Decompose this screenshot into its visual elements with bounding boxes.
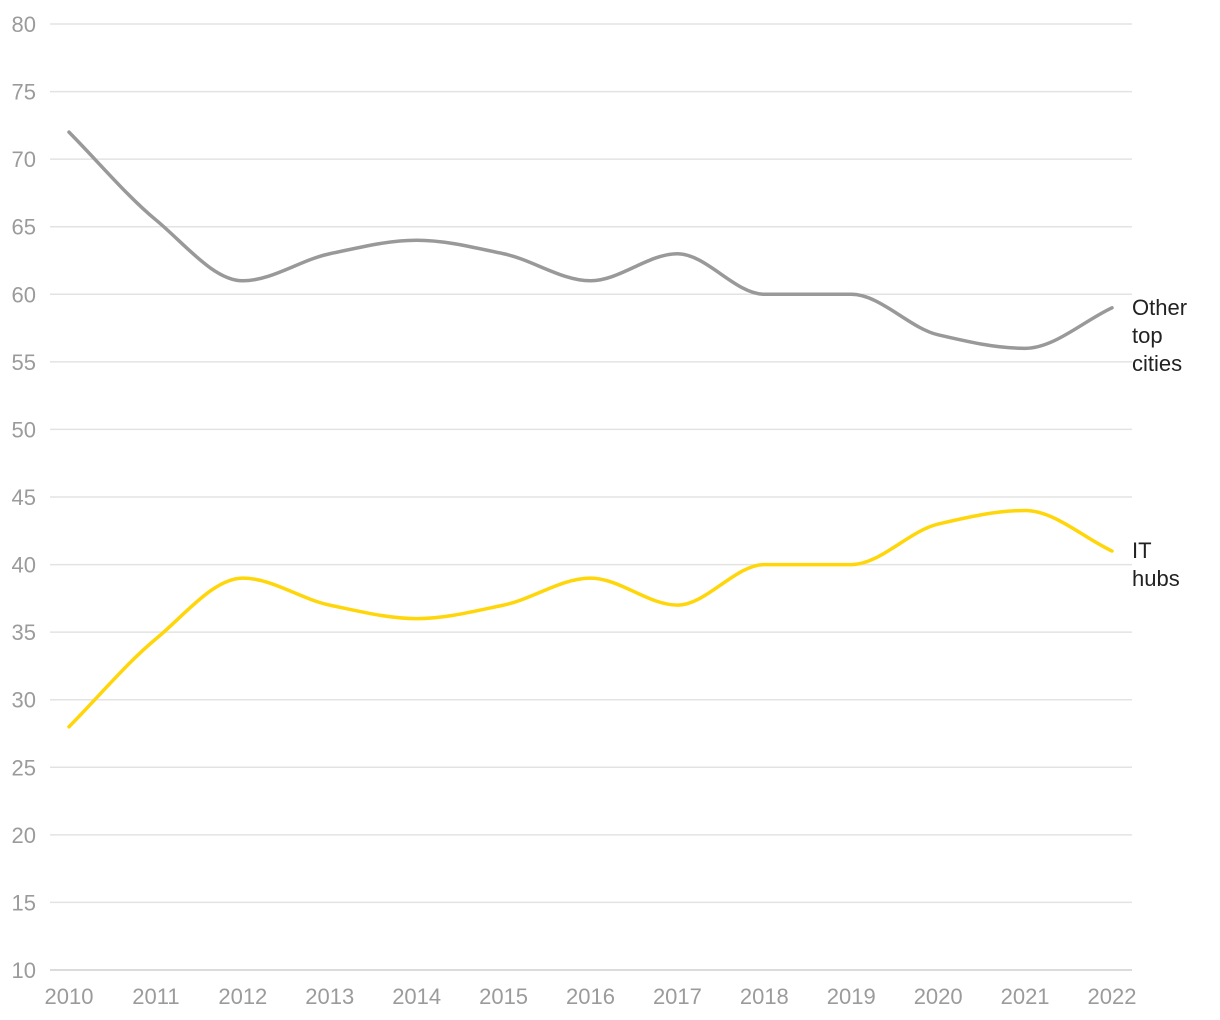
x-tick-label: 2014 xyxy=(392,984,441,1009)
series-label-other-top-cities: Other top cities xyxy=(1132,295,1187,376)
series-label-line: top xyxy=(1132,323,1163,348)
grid xyxy=(50,23,1132,971)
series-line-other-top-cities xyxy=(67,130,1114,351)
y-tick-label: 80 xyxy=(12,12,36,37)
x-tick-label: 2019 xyxy=(827,984,876,1009)
y-tick-label: 35 xyxy=(12,620,36,645)
series-labels: Other top cities IT hubs xyxy=(1132,295,1187,591)
series-label-line: hubs xyxy=(1132,566,1180,591)
x-tick-label: 2011 xyxy=(132,984,179,1009)
y-tick-label: 70 xyxy=(12,147,36,172)
y-tick-label: 40 xyxy=(12,553,36,578)
y-tick-label: 50 xyxy=(12,417,36,442)
y-tick-label: 60 xyxy=(12,282,36,307)
x-tick-label: 2013 xyxy=(305,984,354,1009)
series-label-it-hubs: IT hubs xyxy=(1132,538,1180,591)
x-tick-label: 2015 xyxy=(479,984,528,1009)
y-tick-label: 15 xyxy=(12,890,36,915)
series-label-line: cities xyxy=(1132,351,1182,376)
y-tick-label: 25 xyxy=(12,755,36,780)
x-tick-label: 2012 xyxy=(218,984,267,1009)
x-tick-label: 2021 xyxy=(1001,984,1050,1009)
y-tick-label: 75 xyxy=(12,80,36,105)
series-label-line: IT xyxy=(1132,538,1152,563)
x-tick-label: 2016 xyxy=(566,984,615,1009)
x-tick-label: 2022 xyxy=(1088,984,1137,1009)
x-tick-label: 2017 xyxy=(653,984,702,1009)
series-label-line: Other xyxy=(1132,295,1187,320)
x-tick-label: 2020 xyxy=(914,984,963,1009)
y-tick-label: 20 xyxy=(12,823,36,848)
y-tick-label: 45 xyxy=(12,485,36,510)
y-tick-label: 30 xyxy=(12,688,36,713)
series-line-it-hubs xyxy=(67,508,1114,729)
y-axis: 10 15 20 25 30 35 40 45 50 55 60 65 70 75 80 xyxy=(12,12,36,983)
x-tick-label: 2018 xyxy=(740,984,789,1009)
series-group xyxy=(67,130,1114,729)
x-tick-label: 2010 xyxy=(45,984,94,1009)
y-tick-label: 65 xyxy=(12,215,36,240)
y-tick-label: 10 xyxy=(12,958,36,983)
y-tick-label: 55 xyxy=(12,350,36,375)
x-axis: 2010 2011 2012 2013 2014 2015 2016 2017 2018 2019… xyxy=(45,984,1137,1009)
